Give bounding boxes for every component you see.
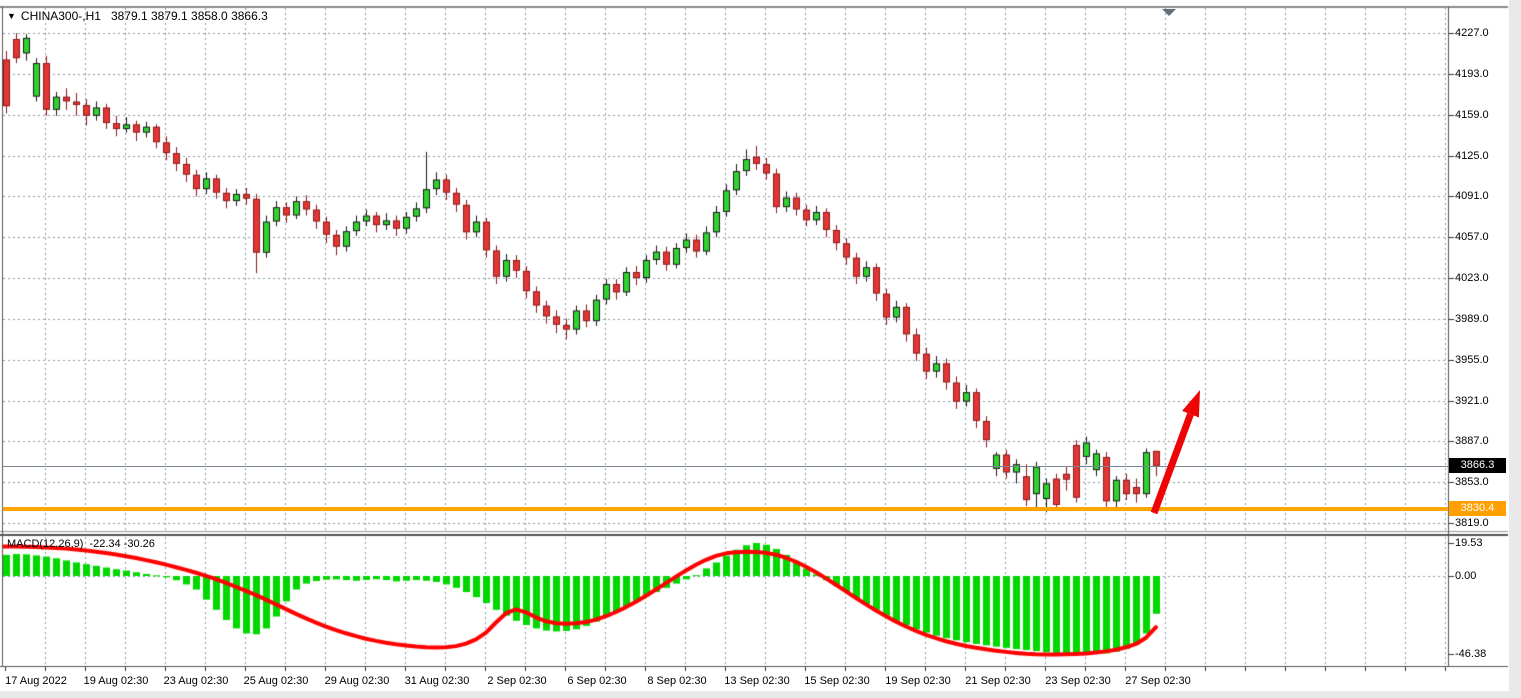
time-tick-label: 2 Sep 02:30 bbox=[487, 675, 547, 687]
price-tick-label: 4057.0 bbox=[1455, 231, 1489, 243]
time-tick-label: 23 Sep 02:30 bbox=[1045, 675, 1111, 687]
price-tick-label: 4125.0 bbox=[1455, 150, 1489, 162]
time-tick-label: 19 Sep 02:30 bbox=[885, 675, 951, 687]
macd-name: MACD(12,26,9) bbox=[7, 538, 84, 550]
current-price-badge: 3866.3 bbox=[1449, 458, 1506, 473]
macd-tick-label: -46.38 bbox=[1455, 648, 1487, 660]
price-tick-label: 3955.0 bbox=[1455, 354, 1489, 366]
macd-values: -22.34 -30.26 bbox=[89, 538, 155, 550]
quote-ohlc-values: 3879.1 3879.1 3858.0 3866.3 bbox=[110, 9, 268, 23]
time-tick-label: 6 Sep 02:30 bbox=[567, 675, 627, 687]
price-tick-label: 3887.0 bbox=[1455, 435, 1489, 447]
macd-tick-label: 0.00 bbox=[1455, 570, 1477, 582]
window-bottom-margin bbox=[0, 691, 1521, 698]
symbol-quote-line: ▼ CHINA300-,H1 3879.1 3879.1 3858.0 3866.3 bbox=[7, 9, 268, 23]
symbol-period-label: CHINA300-,H1 bbox=[20, 9, 101, 23]
time-tick-label: 15 Sep 02:30 bbox=[804, 675, 870, 687]
quote-dropdown-arrow-icon[interactable]: ▼ bbox=[7, 11, 16, 21]
window-right-margin bbox=[1509, 0, 1521, 698]
time-tick-label: 13 Sep 02:30 bbox=[724, 675, 790, 687]
time-tick-label: 31 Aug 02:30 bbox=[404, 675, 470, 687]
trend-arrow[interactable] bbox=[1140, 383, 1210, 523]
time-tick-label: 8 Sep 02:30 bbox=[647, 675, 707, 687]
time-tick-label: 25 Aug 02:30 bbox=[243, 675, 309, 687]
price-tick-label: 4091.0 bbox=[1455, 190, 1489, 202]
price-tick-label: 3921.0 bbox=[1455, 395, 1489, 407]
support-resistance-line[interactable] bbox=[3, 507, 1448, 511]
macd-tick-label: 19.53 bbox=[1455, 537, 1483, 549]
time-tick-label: 27 Sep 02:30 bbox=[1125, 675, 1191, 687]
time-tick-label: 19 Aug 02:30 bbox=[83, 675, 149, 687]
current-price-line bbox=[3, 466, 1448, 467]
price-tick-label: 4159.0 bbox=[1455, 109, 1489, 121]
chart-shift-marker[interactable] bbox=[1162, 9, 1176, 16]
price-tick-label: 4227.0 bbox=[1455, 27, 1489, 39]
price-tick-label: 4193.0 bbox=[1455, 68, 1489, 80]
price-tick-label: 4023.0 bbox=[1455, 272, 1489, 284]
time-tick-label: 23 Aug 02:30 bbox=[163, 675, 229, 687]
price-tick-label: 3819.0 bbox=[1455, 517, 1489, 529]
time-tick-label: 17 Aug 2022 bbox=[5, 675, 67, 687]
time-tick-label: 29 Aug 02:30 bbox=[324, 675, 390, 687]
time-tick-label: 21 Sep 02:30 bbox=[965, 675, 1031, 687]
price-tick-label: 3989.0 bbox=[1455, 313, 1489, 325]
macd-indicator-label: MACD(12,26,9) -22.34 -30.26 bbox=[7, 538, 161, 550]
price-tick-label: 3853.0 bbox=[1455, 476, 1489, 488]
support-price-badge: 3830.4 bbox=[1449, 501, 1506, 516]
